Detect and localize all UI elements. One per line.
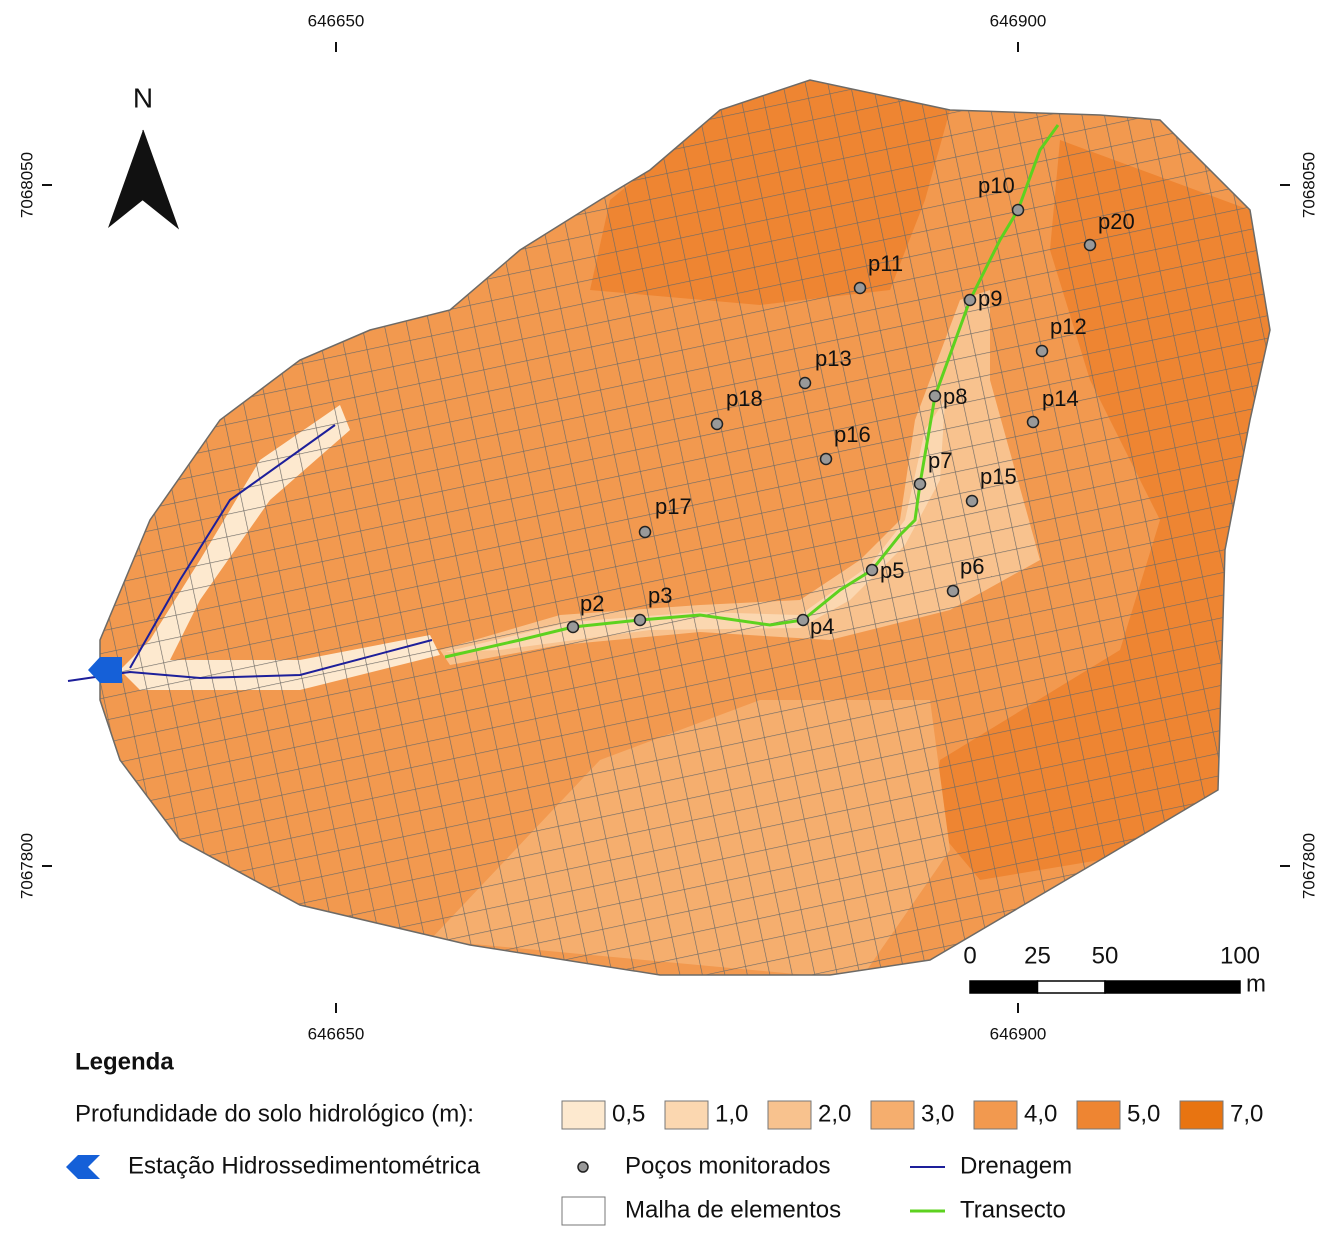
class-label: 2,0 <box>818 1100 851 1127</box>
well-label: p10 <box>978 173 1015 198</box>
well <box>712 419 723 430</box>
well-label: p14 <box>1042 386 1079 411</box>
well-icon <box>578 1162 588 1172</box>
scale-unit: m <box>1246 970 1266 997</box>
well <box>948 586 959 597</box>
class-swatch <box>871 1101 914 1129</box>
well-label: p15 <box>980 464 1017 489</box>
well-label: p3 <box>648 583 672 608</box>
well <box>1037 346 1048 357</box>
well-label: p7 <box>928 448 952 473</box>
well <box>568 622 579 633</box>
well-label: p2 <box>580 591 604 616</box>
class-label: 3,0 <box>921 1100 954 1127</box>
well <box>855 283 866 294</box>
legend-wells: Poços monitorados <box>625 1152 830 1179</box>
well <box>915 479 926 490</box>
well-label: p11 <box>868 251 903 276</box>
scale-segment <box>1105 981 1240 993</box>
scale-segment <box>1038 981 1106 993</box>
station-icon <box>66 1155 100 1179</box>
coord-label: 7068050 <box>1299 152 1318 218</box>
well-label: p16 <box>834 422 871 447</box>
well-label: p5 <box>880 558 904 583</box>
class-swatch <box>1077 1101 1120 1129</box>
class-label: 7,0 <box>1230 1100 1263 1127</box>
well <box>800 378 811 389</box>
well <box>821 454 832 465</box>
class-swatch <box>768 1101 811 1129</box>
north-arrow <box>108 130 143 228</box>
class-label: 1,0 <box>715 1100 748 1127</box>
scale-label: 50 <box>1092 942 1119 969</box>
well <box>1085 240 1096 251</box>
class-label: 0,5 <box>612 1100 645 1127</box>
class-swatch <box>665 1101 708 1129</box>
coord-label: 7068050 <box>17 152 36 218</box>
class-label: 5,0 <box>1127 1100 1160 1127</box>
north-arrow <box>143 130 178 228</box>
well <box>967 496 978 507</box>
coord-label: 7067800 <box>17 833 36 899</box>
well-label: p20 <box>1098 209 1135 234</box>
north-label: N <box>133 82 153 113</box>
well-label: p4 <box>810 614 834 639</box>
coord-label: 7067800 <box>1299 833 1318 899</box>
well <box>965 295 976 306</box>
scale-segment <box>970 981 1038 993</box>
legend-title: Legenda <box>75 1048 174 1075</box>
well <box>1013 205 1024 216</box>
coord-label: 646650 <box>308 11 365 30</box>
station-icon <box>88 657 122 683</box>
coord-label: 646650 <box>308 1024 365 1043</box>
well <box>1028 417 1039 428</box>
legend-drainage: Drenagem <box>960 1152 1072 1179</box>
well <box>930 391 941 402</box>
class-swatch <box>1180 1101 1223 1129</box>
legend: Legenda Profundidade do solo hidrológico… <box>66 1048 1263 1225</box>
well <box>867 565 878 576</box>
coord-label: 646900 <box>990 1024 1047 1043</box>
legend-depth-label: Profundidade do solo hidrológico (m): <box>75 1100 474 1127</box>
well-label: p9 <box>978 286 1002 311</box>
scale-label: 25 <box>1024 942 1051 969</box>
well-label: p17 <box>655 494 692 519</box>
well <box>635 615 646 626</box>
mesh-icon <box>562 1197 605 1225</box>
class-label: 4,0 <box>1024 1100 1057 1127</box>
legend-station: Estação Hidrossedimentométrica <box>128 1152 481 1179</box>
class-swatch <box>974 1101 1017 1129</box>
well-label: p8 <box>943 384 967 409</box>
scale-label: 0 <box>963 942 976 969</box>
well-label: p13 <box>815 346 852 371</box>
class-swatch <box>562 1101 605 1129</box>
well <box>640 527 651 538</box>
legend-transect: Transecto <box>960 1196 1066 1223</box>
well-label: p6 <box>960 554 984 579</box>
well-label: p18 <box>726 386 763 411</box>
legend-mesh: Malha de elementos <box>625 1196 841 1223</box>
map-figure: N Legenda Profundidade do solo hidrológi… <box>0 0 1332 1229</box>
scale-label: 100 <box>1220 942 1260 969</box>
well <box>798 615 809 626</box>
coord-label: 646900 <box>990 11 1047 30</box>
well-label: p12 <box>1050 314 1087 339</box>
